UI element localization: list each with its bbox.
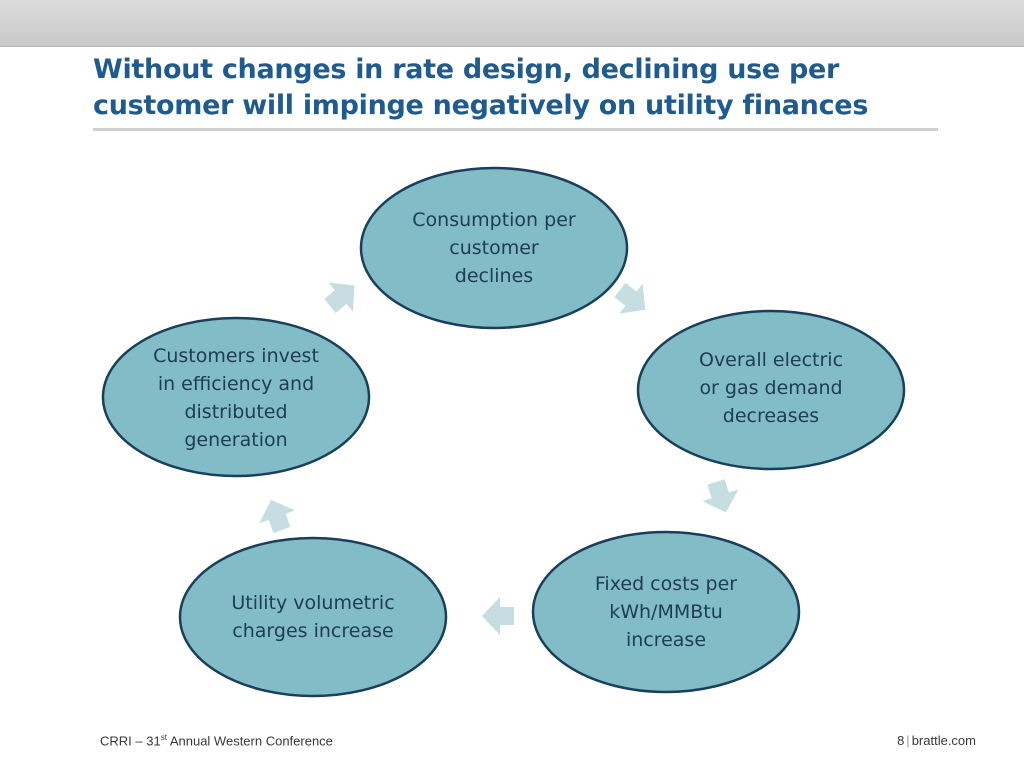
cycle-arrows <box>259 282 739 635</box>
title-line-2: customer will impinge negatively on util… <box>93 90 869 121</box>
footer-separator: | <box>906 733 910 748</box>
arrow-consumption-to-demand <box>614 282 646 314</box>
ellipse-consumption <box>359 166 629 330</box>
node-fixed-costs: Fixed costs per kWh/MMBtu increase <box>550 562 782 662</box>
node-fixed-costs-text: Fixed costs per kWh/MMBtu increase <box>594 573 738 651</box>
node-demand-text: Overall electric or gas demand decreases <box>698 349 844 427</box>
cycle-ellipses <box>101 166 906 698</box>
title-line-1: Without changes in rate design, declinin… <box>93 54 840 85</box>
arrow-invest-to-consumption <box>324 282 355 313</box>
title-divider <box>93 128 938 131</box>
ellipse-invest <box>101 316 371 478</box>
arrow-fixed-costs-to-charges <box>482 597 514 635</box>
node-demand: Overall electric or gas demand decreases <box>655 338 887 438</box>
arrow-demand-to-fixed-costs <box>702 479 739 513</box>
ellipse-demand <box>636 309 906 471</box>
ellipse-fixed-costs <box>531 530 801 694</box>
node-invest: Customers invest in efficiency and distr… <box>120 339 352 457</box>
footer-site-link[interactable]: brattle.com <box>911 733 976 748</box>
node-invest-text: Customers invest in efficiency and distr… <box>153 345 319 451</box>
footer-event-sup: st <box>160 733 167 742</box>
header-bar <box>0 0 1024 47</box>
node-charges-text: Utility volumetric charges increase <box>231 592 395 642</box>
footer-event-suffix: Annual Western Conference <box>166 733 333 749</box>
footer-event: CRRI – 31st Annual Western Conference <box>100 733 333 748</box>
node-consumption-text: Consumption per customer declines <box>412 209 576 287</box>
node-charges: Utility volumetric charges increase <box>197 567 429 667</box>
slide-title: Without changes in rate design, declinin… <box>93 52 953 124</box>
node-consumption: Consumption per customer declines <box>378 198 610 298</box>
page-number: 8 <box>897 733 905 748</box>
footer-page: 8 | brattle.com <box>880 733 976 748</box>
arrow-charges-to-invest <box>259 499 296 534</box>
ellipse-charges <box>178 536 448 698</box>
footer-event-prefix: CRRI – 31 <box>100 733 161 749</box>
